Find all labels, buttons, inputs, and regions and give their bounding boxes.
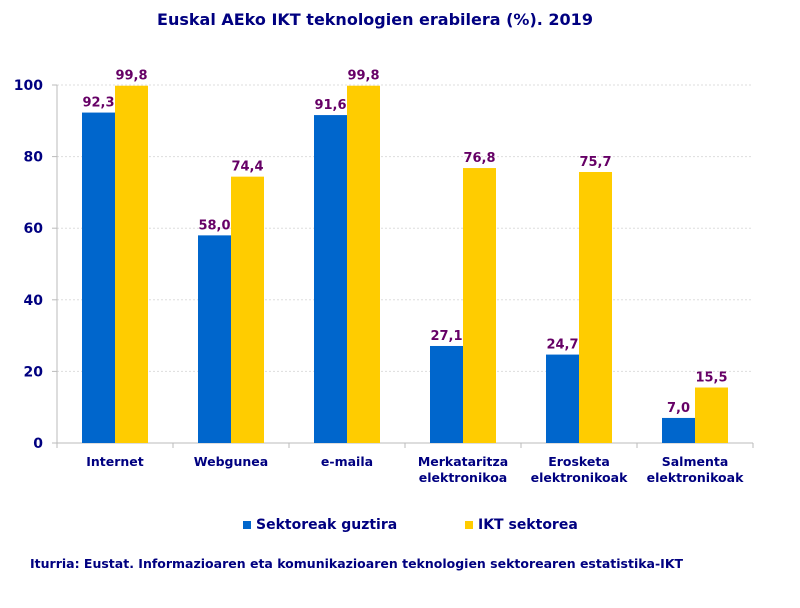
legend-item-sektoreak-guztira: Sektoreak guztira bbox=[243, 517, 397, 533]
bar-ikt bbox=[231, 176, 264, 443]
bar-ikt bbox=[579, 171, 612, 443]
chart-title: Euskal AEko IKT teknologien erabilera (%… bbox=[157, 10, 593, 29]
x-tick-label: e-maila bbox=[321, 454, 373, 469]
data-label: 99,8 bbox=[347, 69, 379, 84]
y-tick-label: 60 bbox=[24, 221, 44, 237]
bar-sektoreak bbox=[546, 354, 579, 443]
bar-sektoreak bbox=[314, 115, 347, 444]
x-tick-label: Erosketa bbox=[548, 454, 610, 469]
data-label: 7,0 bbox=[667, 401, 690, 416]
legend-label: Sektoreak guztira bbox=[256, 517, 398, 533]
bar-ikt bbox=[347, 85, 380, 443]
data-label: 92,3 bbox=[82, 96, 114, 111]
bar-ikt bbox=[463, 168, 496, 443]
legend-swatch-blue bbox=[243, 521, 251, 529]
bar-sektoreak bbox=[82, 112, 115, 443]
x-tick-label: Salmenta bbox=[662, 454, 729, 469]
data-label: 75,7 bbox=[579, 155, 611, 170]
x-tick-label: Internet bbox=[86, 454, 144, 469]
y-tick-label: 40 bbox=[24, 293, 44, 309]
x-tick-label: elektronikoak bbox=[647, 470, 744, 485]
data-label: 15,5 bbox=[695, 371, 727, 386]
x-tick-label: Webgunea bbox=[194, 454, 268, 469]
bar-sektoreak bbox=[430, 345, 463, 443]
data-label: 91,6 bbox=[314, 98, 346, 113]
x-tick-label: elektronikoa bbox=[419, 470, 507, 485]
y-tick-label: 80 bbox=[24, 150, 44, 166]
bar-ikt bbox=[115, 85, 148, 443]
bar-sektoreak bbox=[662, 417, 695, 443]
legend-item-ikt-sektorea: IKT sektorea bbox=[465, 517, 578, 533]
y-tick-label: 100 bbox=[14, 78, 43, 94]
legend-swatch-yellow bbox=[465, 521, 473, 529]
bar-sektoreak bbox=[198, 235, 231, 443]
data-label: 24,7 bbox=[546, 338, 578, 353]
x-tick-label: Merkataritza bbox=[418, 454, 508, 469]
y-tick-label: 0 bbox=[33, 436, 43, 452]
y-tick-label: 20 bbox=[24, 364, 44, 380]
data-label: 76,8 bbox=[463, 151, 495, 166]
data-label: 27,1 bbox=[430, 329, 462, 344]
data-label: 58,0 bbox=[198, 218, 230, 233]
x-tick-label: elektronikoak bbox=[531, 470, 628, 485]
data-label: 99,8 bbox=[115, 69, 147, 84]
bar-ikt bbox=[695, 387, 728, 443]
legend-label: IKT sektorea bbox=[478, 517, 578, 533]
data-label: 74,4 bbox=[231, 160, 263, 175]
source-note: Iturria: Eustat. Informazioaren eta komu… bbox=[30, 556, 684, 571]
